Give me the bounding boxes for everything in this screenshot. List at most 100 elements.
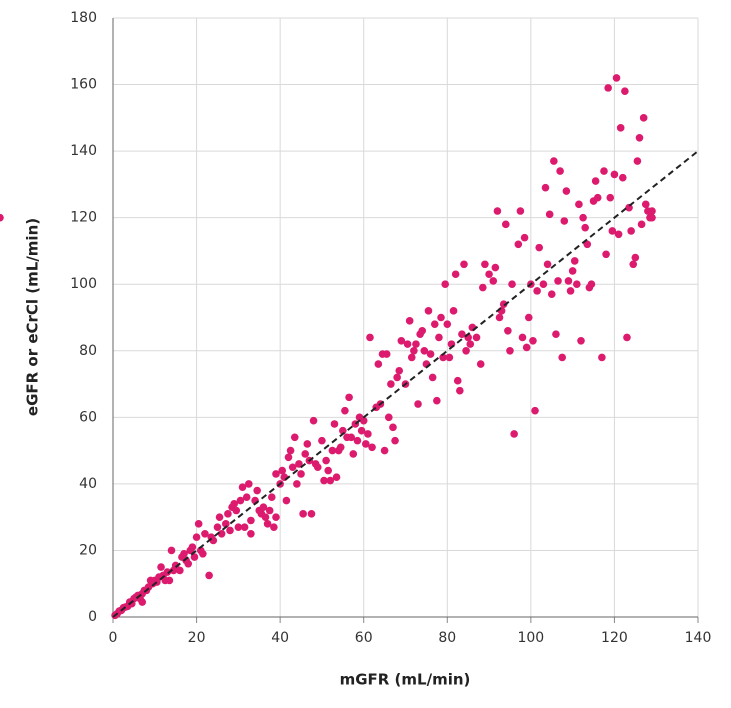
point (192, 533, 201, 541)
point (433, 396, 441, 405)
point (234, 523, 243, 531)
point (493, 207, 502, 215)
point (247, 516, 255, 525)
point (453, 376, 462, 385)
point (272, 470, 280, 478)
point (201, 530, 209, 538)
point (309, 416, 318, 425)
point (550, 157, 558, 165)
point (445, 353, 454, 362)
point (606, 193, 615, 202)
point (290, 433, 299, 442)
point (522, 343, 531, 352)
point (293, 480, 301, 488)
point (267, 493, 276, 502)
point (566, 287, 575, 295)
point (430, 320, 439, 328)
point (165, 576, 174, 585)
point (163, 568, 172, 576)
point (215, 513, 224, 521)
point (564, 277, 573, 285)
point (288, 463, 297, 472)
point (393, 373, 401, 382)
point (301, 450, 310, 458)
point (188, 543, 197, 551)
point (460, 260, 468, 269)
x-tick-label: 100 (517, 630, 544, 646)
y-tick-label: 160 (70, 77, 97, 93)
point (543, 260, 552, 269)
point (568, 267, 577, 275)
x-tick-label: 120 (601, 630, 628, 646)
point (629, 260, 638, 269)
point (639, 114, 648, 122)
x-tick-label: 20 (188, 630, 206, 646)
point (575, 200, 583, 209)
x-tick-label: 0 (109, 630, 118, 646)
point (328, 446, 337, 455)
y-tick-label: 140 (70, 143, 97, 159)
point (359, 416, 368, 425)
point (623, 333, 631, 342)
point (236, 496, 245, 505)
y-tick-label: 100 (70, 276, 97, 292)
point (341, 406, 349, 415)
point (441, 280, 449, 289)
point (282, 496, 291, 505)
point (347, 433, 355, 442)
point (518, 333, 527, 342)
point (324, 466, 332, 475)
point (253, 486, 261, 495)
point (529, 336, 537, 345)
point (556, 167, 564, 175)
point (514, 240, 523, 249)
point (648, 213, 656, 222)
point (545, 210, 554, 219)
point (587, 280, 596, 289)
point (167, 546, 176, 555)
point (591, 177, 600, 185)
x-tick-label: 40 (271, 630, 289, 646)
point (326, 476, 335, 485)
point (349, 450, 358, 458)
point (366, 333, 374, 342)
point (631, 253, 640, 262)
point (391, 436, 399, 445)
point (501, 220, 510, 229)
point (238, 483, 247, 492)
point (259, 503, 268, 511)
point (397, 336, 406, 345)
point (458, 330, 466, 338)
point (357, 426, 366, 435)
point (637, 220, 646, 229)
point (353, 436, 362, 445)
point (462, 346, 470, 355)
point (573, 280, 581, 289)
point (579, 213, 587, 222)
point (508, 280, 516, 289)
point (506, 346, 514, 355)
point (533, 287, 541, 295)
point (382, 350, 391, 358)
point (535, 243, 544, 252)
point (560, 217, 569, 225)
point (577, 336, 585, 345)
y-tick-label: 180 (70, 10, 97, 26)
y-tick-label: 80 (79, 343, 97, 359)
point (616, 124, 625, 132)
point (330, 420, 339, 428)
point (604, 84, 612, 92)
y-tick-label: 40 (79, 476, 97, 492)
point (414, 400, 422, 408)
y-tick-label: 0 (88, 609, 97, 625)
point (635, 134, 644, 142)
point (610, 170, 619, 179)
point (570, 257, 579, 265)
point (479, 283, 487, 292)
point (157, 563, 165, 571)
y-tick-label: 20 (79, 542, 97, 558)
point (485, 270, 493, 279)
point (449, 307, 458, 315)
point (510, 430, 518, 438)
point (472, 333, 481, 342)
